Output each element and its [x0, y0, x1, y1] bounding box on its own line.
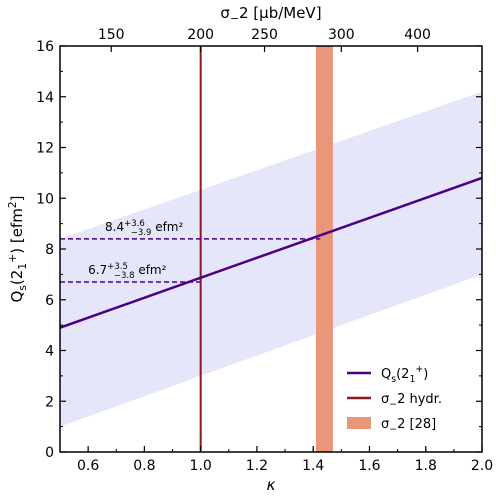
experimental-band	[316, 46, 333, 452]
y-tick-label: 4	[45, 344, 54, 360]
top-tick-label: 150	[98, 27, 125, 43]
legend-label-2: σ−2 [28]	[381, 417, 436, 435]
legend-label-0: Qs(21+)	[381, 364, 428, 385]
x-tick-label: 1.6	[358, 458, 380, 474]
top-axis-label: σ−2 [μb/MeV]	[220, 4, 321, 25]
top-tick-label: 250	[251, 27, 278, 43]
x-tick-label: 0.8	[133, 458, 155, 474]
x-tick-label: 1.2	[246, 458, 268, 474]
y-tick-label: 6	[45, 293, 54, 309]
x-tick-label: 0.6	[77, 458, 99, 474]
y-tick-label: 8	[45, 242, 54, 258]
x-tick-label: 1.8	[415, 458, 437, 474]
top-tick-label: 300	[328, 27, 355, 43]
series-line-0	[59, 176, 483, 329]
top-tick-label: 400	[404, 27, 431, 43]
y-tick-label: 12	[36, 141, 54, 157]
y-axis-label: Qs(21+) [efm2]	[6, 195, 29, 302]
legend-label-1: σ−2 hydr.	[381, 392, 442, 410]
y-tick-label: 14	[36, 90, 54, 106]
uncertainty-band	[60, 91, 482, 427]
x-tick-label: 1.0	[190, 458, 212, 474]
legend-swatch-2	[347, 417, 371, 429]
x-axis-label: κ	[267, 476, 276, 494]
legend: Qs(21+) σ−2 hydr. σ−2 [28]	[347, 364, 442, 435]
y-tick-label: 0	[45, 445, 54, 461]
top-tick-label: 200	[187, 27, 214, 43]
annotation-label-0: 6.7+3.5 −3.8 efm²	[88, 262, 166, 281]
annotation-label-1: 8.4+3.6 −3.9 efm²	[105, 219, 183, 238]
y-tick-label: 2	[45, 394, 54, 410]
x-tick-label: 2.0	[471, 458, 493, 474]
y-tick-label: 16	[36, 39, 54, 55]
y-tick-label: 10	[36, 191, 54, 207]
x-tick-label: 1.4	[302, 458, 324, 474]
